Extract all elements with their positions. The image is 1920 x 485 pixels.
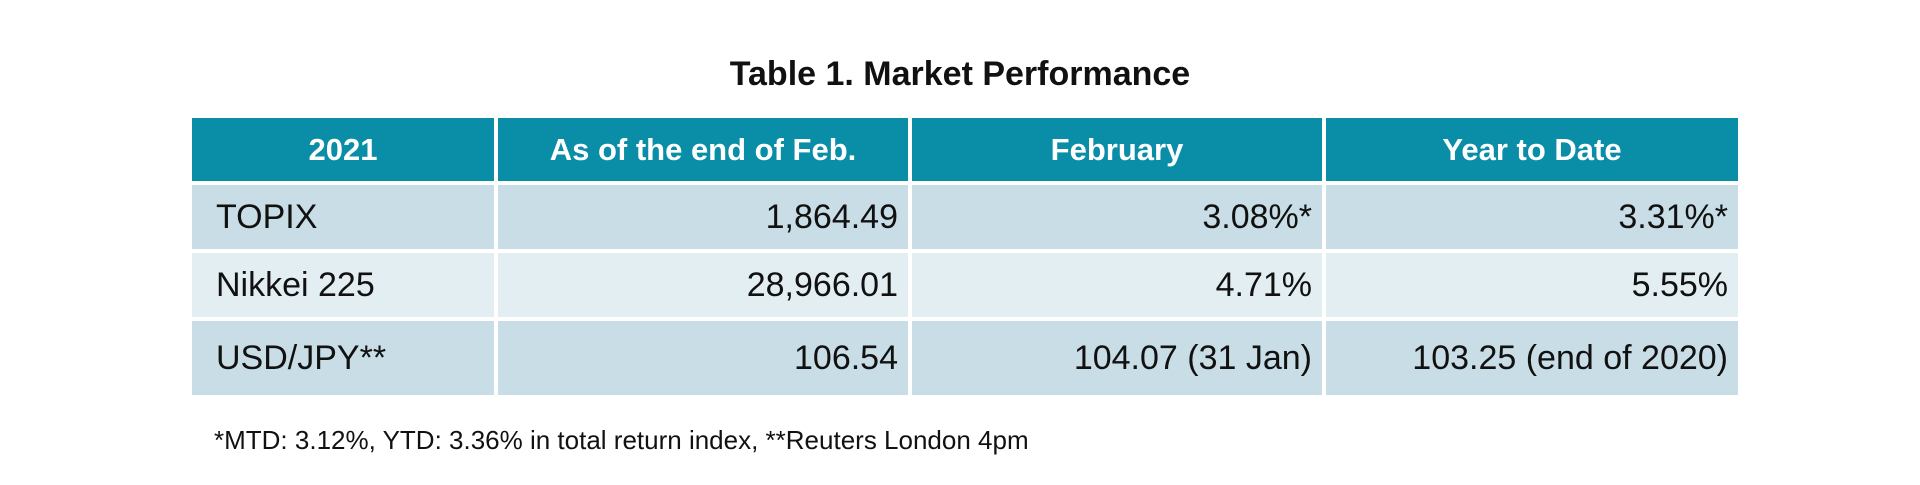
table-row: USD/JPY** 106.54 104.07 (31 Jan) 103.25 …: [192, 321, 1738, 395]
cell-february: 4.71%: [912, 253, 1322, 317]
row-label: USD/JPY**: [192, 321, 494, 395]
table-header-row: 2021 As of the end of Feb. February Year…: [192, 118, 1738, 181]
cell-end-of-feb: 106.54: [498, 321, 908, 395]
column-header-year: 2021: [192, 118, 494, 181]
table-title: Table 1. Market Performance: [729, 55, 1191, 93]
row-label: TOPIX: [192, 185, 494, 249]
table-footnote: *MTD: 3.12%, YTD: 3.36% in total return …: [214, 425, 1029, 455]
cell-year-to-date: 3.31%*: [1326, 185, 1738, 249]
cell-february: 104.07 (31 Jan): [912, 321, 1322, 395]
cell-year-to-date: 5.55%: [1326, 253, 1738, 317]
column-header-february: February: [912, 118, 1322, 181]
table-row: TOPIX 1,864.49 3.08%* 3.31%*: [192, 185, 1738, 249]
row-label: Nikkei 225: [192, 253, 494, 317]
column-header-end-of-feb: As of the end of Feb.: [498, 118, 908, 181]
column-header-year-to-date: Year to Date: [1326, 118, 1738, 181]
cell-end-of-feb: 1,864.49: [498, 185, 908, 249]
cell-end-of-feb: 28,966.01: [498, 253, 908, 317]
market-performance-table: 2021 As of the end of Feb. February Year…: [188, 114, 1742, 399]
cell-february: 3.08%*: [912, 185, 1322, 249]
table-row: Nikkei 225 28,966.01 4.71% 5.55%: [192, 253, 1738, 317]
cell-year-to-date: 103.25 (end of 2020): [1326, 321, 1738, 395]
